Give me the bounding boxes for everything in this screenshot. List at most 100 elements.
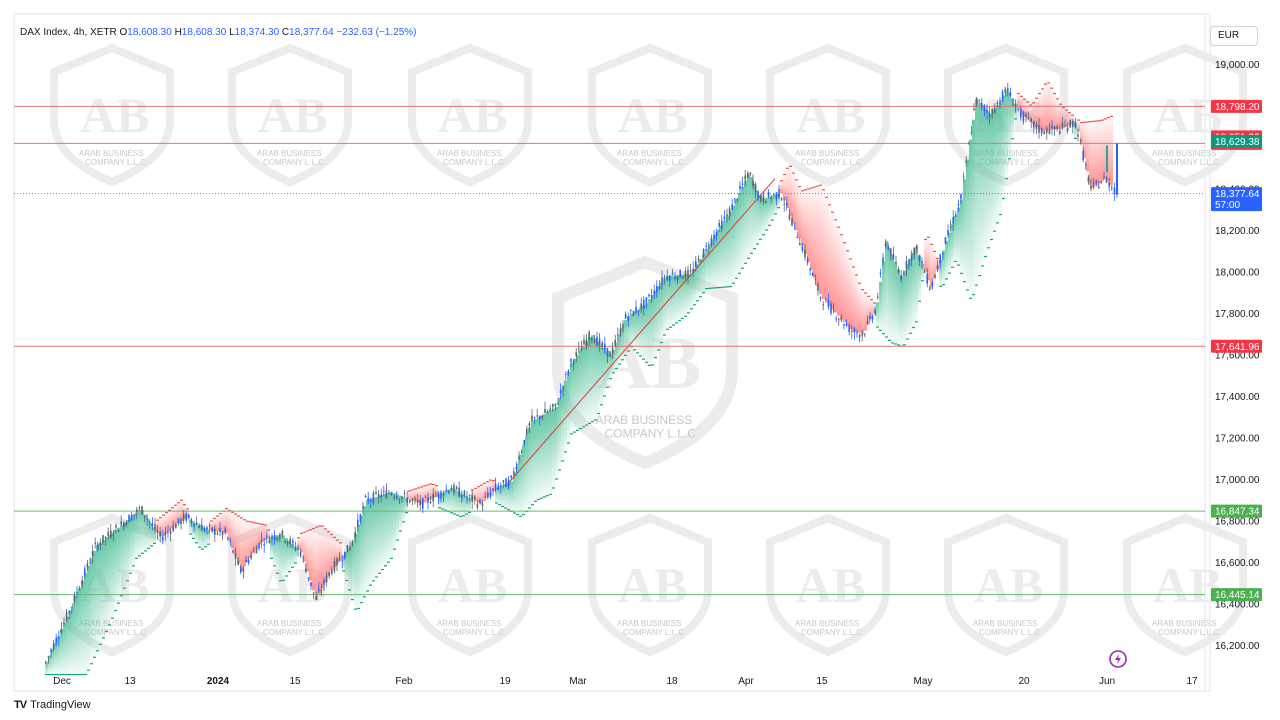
candle [731, 199, 733, 211]
candle [635, 300, 637, 315]
candle [117, 529, 120, 532]
time-tick-label: Jun [1099, 676, 1115, 687]
candle [656, 280, 658, 298]
svg-text:ARAB BUSINESS: ARAB BUSINESS [1152, 149, 1216, 158]
candle [874, 306, 876, 317]
candle [497, 482, 499, 491]
candle [575, 347, 577, 363]
candle [227, 536, 229, 541]
candle [895, 255, 897, 265]
candle [424, 494, 427, 498]
candle [679, 269, 681, 279]
price-tick-label: 17,200.00 [1215, 434, 1260, 445]
candle [458, 481, 460, 498]
svg-text:AB: AB [1153, 557, 1222, 613]
candle [814, 274, 817, 286]
candle [463, 489, 466, 498]
symbol-label[interactable]: DAX Index, 4h, XETR [20, 27, 117, 38]
svg-text:COMPANY L.L.C: COMPANY L.L.C [85, 628, 146, 637]
candle [86, 560, 89, 571]
candle [195, 516, 198, 525]
candle [744, 170, 746, 187]
price-axis-tag: 18,629.38 [1211, 134, 1262, 148]
candle [1111, 184, 1113, 191]
candles-series [45, 82, 1118, 664]
candle [221, 530, 224, 541]
candle [905, 255, 908, 277]
candle [468, 494, 471, 502]
candle [281, 529, 284, 538]
svg-text:AB: AB [1153, 87, 1222, 143]
candle [367, 491, 369, 505]
candle [1025, 111, 1027, 123]
candle [206, 525, 208, 535]
candle [702, 248, 705, 259]
candle [929, 285, 931, 291]
candle [292, 538, 294, 549]
candle [250, 551, 252, 560]
candle [505, 477, 507, 488]
time-tick-label: 15 [289, 676, 301, 687]
currency-button[interactable]: EUR [1210, 26, 1258, 46]
candle [565, 371, 567, 381]
candle [648, 293, 650, 298]
price-axis-tag: 16,847.34 [1211, 504, 1262, 518]
candle [214, 524, 216, 542]
time-tick-label: Mar [569, 676, 587, 687]
candle [240, 564, 242, 575]
price-tick-label: 17,400.00 [1215, 392, 1260, 403]
svg-text:COMPANY L.L.C: COMPANY L.L.C [263, 158, 324, 167]
candle [669, 274, 671, 287]
candle [562, 385, 564, 397]
candle [645, 297, 648, 309]
candle [942, 252, 944, 261]
candle [513, 467, 515, 479]
candle [149, 520, 151, 529]
candle [136, 506, 138, 520]
candle [336, 556, 338, 572]
candle [1082, 146, 1084, 163]
candle [614, 334, 616, 348]
time-tick-label: 18 [666, 676, 678, 687]
footer-branding[interactable]: TV TradingView [14, 699, 91, 711]
candle [182, 510, 185, 524]
candle [835, 315, 837, 323]
candle [708, 241, 710, 255]
svg-text:ARAB BUSINESS: ARAB BUSINESS [79, 619, 143, 628]
svg-text:AB: AB [438, 87, 507, 143]
candle [78, 585, 81, 591]
candle [1095, 179, 1097, 187]
time-tick-label: 20 [1018, 676, 1030, 687]
svg-text:COMPANY L.L.C: COMPANY L.L.C [85, 158, 146, 167]
candle [736, 198, 739, 203]
candle [312, 592, 315, 600]
close-label: C [281, 27, 290, 38]
candle [762, 191, 765, 205]
candle [1085, 161, 1087, 170]
alert-lightning-icon[interactable] [1109, 650, 1127, 668]
candle [1105, 175, 1108, 183]
candle [448, 490, 450, 495]
svg-text:COMPANY L.L.C: COMPANY L.L.C [263, 628, 324, 637]
candle [406, 490, 408, 507]
candle [73, 591, 76, 604]
trend-line-segment[interactable] [507, 178, 776, 484]
candle [531, 409, 533, 422]
candle [1103, 171, 1105, 180]
candle [492, 488, 494, 497]
candle [991, 107, 993, 120]
time-axis[interactable]: Dec 13 2024 15 Feb 19 Mar 18 Apr 15 May 20 Jun 17 [53, 676, 1198, 687]
candle [559, 383, 562, 400]
last-candle [1106, 143, 1118, 194]
candle [125, 520, 128, 528]
svg-text:ARAB BUSINESS: ARAB BUSINESS [596, 413, 693, 427]
price-axis-tag: 17,641.96 [1211, 339, 1262, 353]
trend-line[interactable] [507, 178, 776, 484]
candle [198, 523, 200, 529]
candle [952, 210, 954, 231]
candle [591, 337, 593, 344]
candle [310, 582, 312, 591]
